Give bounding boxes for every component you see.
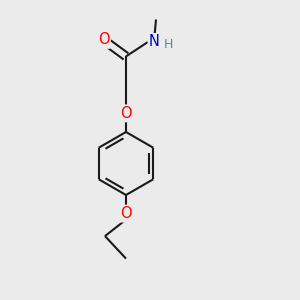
Text: O: O xyxy=(98,32,109,47)
Text: N: N xyxy=(149,34,160,50)
Text: H: H xyxy=(164,38,174,51)
Text: O: O xyxy=(120,206,132,221)
Text: O: O xyxy=(120,106,132,121)
